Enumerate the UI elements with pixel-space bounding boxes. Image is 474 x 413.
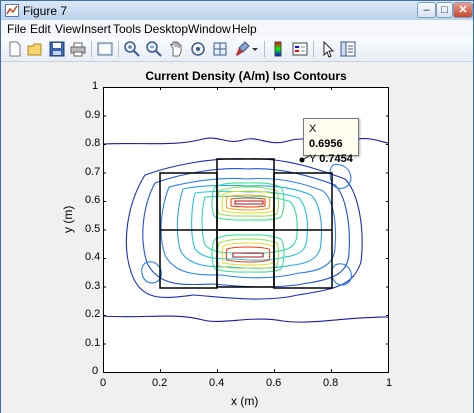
legend-icon[interactable] — [291, 40, 309, 58]
rotate-3d-icon[interactable] — [189, 40, 207, 58]
minimize-button[interactable]: – — [417, 2, 436, 18]
y-tick-label: 0.5 — [85, 223, 101, 235]
y-tick-label: 0.7 — [85, 166, 101, 178]
toolbar-separator — [91, 41, 92, 57]
menu-tools[interactable]: Tools — [113, 22, 142, 36]
menu-view[interactable]: View — [55, 22, 81, 36]
menu-help[interactable]: Help — [232, 22, 257, 36]
datatip-box[interactable]: X 0.6956 Y 0.7454 — [303, 118, 359, 165]
matlab-figure-icon — [5, 4, 19, 17]
x-tick-label: 0.4 — [209, 377, 225, 389]
window-title: Figure 7 — [23, 4, 68, 18]
x-tick-label: 1 — [386, 377, 393, 389]
close-button[interactable]: ✕ — [453, 2, 473, 18]
zoom-in-icon[interactable] — [123, 40, 141, 58]
colorbar-icon[interactable] — [269, 40, 287, 58]
conductor-boxes — [159, 158, 333, 289]
x-axis-label: x (m) — [231, 394, 259, 408]
menu-edit[interactable]: Edit — [30, 22, 51, 36]
x-tick-label: 0.8 — [323, 377, 339, 389]
datatip-x-row: X 0.6956 — [309, 122, 353, 152]
y-tick-label: 0.6 — [85, 194, 101, 206]
zoom-out-icon[interactable] — [145, 40, 163, 58]
toolbar-separator — [264, 41, 265, 57]
y-tick-label: 0 — [92, 365, 99, 377]
datatip-y-value: 0.7454 — [319, 153, 353, 165]
print-icon[interactable] — [69, 40, 87, 58]
datatip-x-label: X — [309, 123, 317, 135]
open-file-icon[interactable] — [26, 40, 44, 58]
y-tick-label: 0.1 — [85, 337, 101, 349]
menu-window[interactable]: Window — [188, 22, 231, 36]
datatip-y-label: Y — [309, 153, 317, 165]
x-tick-label: 0 — [100, 377, 107, 389]
y-tick-label: 0.4 — [85, 251, 101, 263]
toolbar-separator — [118, 41, 119, 57]
save-icon[interactable] — [48, 40, 66, 58]
brush-dropdown-icon[interactable] — [251, 40, 259, 58]
toolbar-separator — [313, 41, 314, 57]
y-tick-label: 1 — [92, 80, 99, 92]
datatip-y-row: Y 0.7454 — [309, 152, 353, 167]
x-tick-label: 0.6 — [266, 377, 282, 389]
print-preview-icon[interactable] — [96, 40, 114, 58]
menu-file[interactable]: File — [7, 22, 27, 36]
data-cursor-icon[interactable] — [211, 40, 229, 58]
figure-toolbar — [1, 37, 473, 62]
contour-lines — [103, 137, 389, 323]
property-editor-icon[interactable] — [339, 40, 357, 58]
menu-desktop[interactable]: Desktop — [144, 22, 189, 36]
x-tick-label: 0.2 — [152, 377, 168, 389]
edit-plot-icon[interactable] — [319, 40, 337, 58]
title-bar: Figure 7 – □ ✕ — [1, 1, 473, 21]
y-tick-label: 0.2 — [85, 308, 101, 320]
y-tick-label: 0.9 — [85, 109, 101, 121]
y-tick-label: 0.3 — [85, 280, 101, 292]
new-figure-icon[interactable] — [6, 40, 24, 58]
y-tick-label: 0.8 — [85, 137, 101, 149]
datatip-x-value: 0.6956 — [309, 138, 343, 150]
menu-bar: File Edit View Insert Tools Desktop Wind… — [1, 20, 473, 37]
menu-insert[interactable]: Insert — [81, 22, 112, 36]
pan-icon[interactable] — [167, 40, 185, 58]
brush-icon[interactable] — [233, 40, 251, 58]
y-axis-label: y (m) — [61, 205, 75, 233]
plot-title: Current Density (A/m) Iso Contours — [145, 69, 347, 83]
maximize-button[interactable]: □ — [436, 2, 453, 18]
axis-ticks — [103, 87, 389, 373]
